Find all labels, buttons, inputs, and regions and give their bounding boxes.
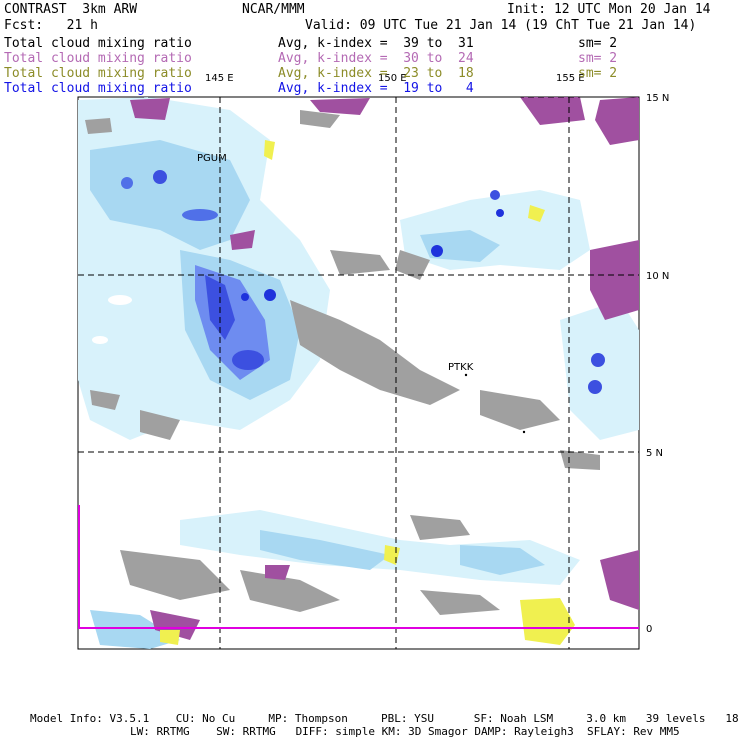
- center-name: NCAR/MMM: [242, 2, 305, 17]
- field-name-2: Total cloud mixing ratio: [4, 51, 192, 66]
- field-sm-2: sm= 2: [578, 51, 618, 66]
- domain-boundary-line: [78, 505, 639, 629]
- field-avg-2: Avg, k-index = 30 to 24: [278, 51, 474, 66]
- lon-label-155: 155 E: [556, 73, 585, 84]
- field-name-1: Total cloud mixing ratio: [4, 36, 192, 51]
- field-avg-1: Avg, k-index = 39 to 31: [278, 36, 474, 51]
- lat-label-5n: 5 N: [646, 448, 663, 459]
- station-label-ptkk: PTKK: [448, 362, 474, 373]
- model-name: CONTRAST 3km ARW: [4, 2, 138, 17]
- lon-label-150: 150 E: [378, 73, 407, 84]
- lat-label-15n: 15 N: [646, 93, 669, 104]
- station-label-pgum: PGUM: [197, 153, 227, 164]
- field-sm-3: sm= 2: [578, 66, 618, 81]
- init-time: Init: 12 UTC Mon 20 Jan 14: [507, 2, 711, 17]
- field-avg-3: Avg, k-index = 23 to 18: [278, 66, 474, 81]
- station-marker-ptkk: [464, 373, 468, 377]
- cloud-field-layer: [78, 97, 639, 649]
- field-avg-4: Avg, k-index = 19 to 4: [278, 81, 474, 96]
- model-info-line-1: Model Info: V3.5.1 CU: No Cu MP: Thompso…: [30, 712, 740, 725]
- lat-label-0: 0: [646, 624, 652, 635]
- lon-label-145: 145 E: [205, 73, 234, 84]
- island-marker: [522, 430, 526, 434]
- field-name-3: Total cloud mixing ratio: [4, 66, 192, 81]
- field-sm-1: sm= 2: [578, 36, 618, 51]
- model-info-line-2: LW: RRTMG SW: RRTMG DIFF: simple KM: 3D …: [130, 725, 680, 738]
- graticule: [78, 96, 639, 649]
- lat-label-10n: 10 N: [646, 271, 669, 282]
- valid-time: Valid: 09 UTC Tue 21 Jan 14 (19 ChT Tue …: [305, 18, 697, 33]
- field-name-4: Total cloud mixing ratio: [4, 81, 192, 96]
- forecast-hour: Fcst: 21 h: [4, 18, 98, 33]
